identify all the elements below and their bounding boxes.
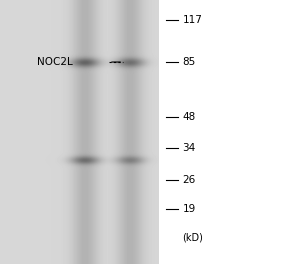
- Text: 26: 26: [183, 175, 196, 185]
- Text: NOC2L: NOC2L: [37, 57, 73, 67]
- Text: (kD): (kD): [183, 233, 203, 243]
- Text: 117: 117: [183, 15, 202, 25]
- Text: 34: 34: [183, 143, 196, 153]
- Text: 19: 19: [183, 204, 196, 214]
- Text: 85: 85: [183, 57, 196, 67]
- Text: 48: 48: [183, 112, 196, 122]
